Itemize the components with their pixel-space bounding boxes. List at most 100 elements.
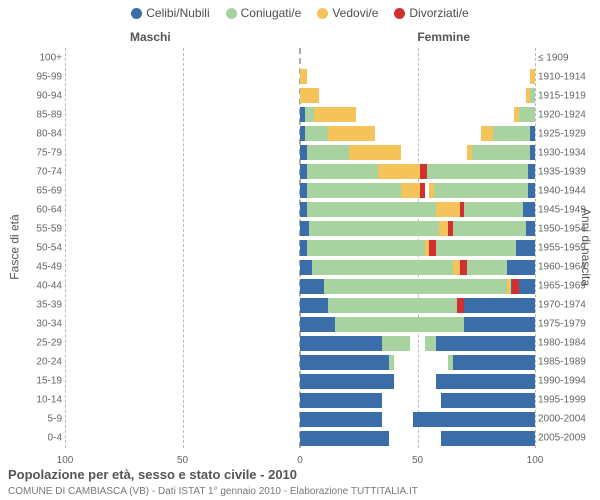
legend-swatch — [226, 8, 237, 19]
bar-segment — [389, 355, 394, 370]
bar-segment — [300, 183, 307, 198]
age-row: 85-891920-1924 — [65, 105, 535, 124]
population-pyramid-chart: Celibi/NubiliConiugati/eVedovi/eDivorzia… — [0, 0, 600, 500]
birth-label: ≤ 1909 — [538, 52, 598, 63]
birth-label: 1915-1919 — [538, 90, 598, 101]
bar-segment — [349, 145, 401, 160]
bar-segment — [453, 260, 460, 275]
bar-segment — [335, 317, 417, 332]
age-label: 25-29 — [18, 338, 62, 349]
age-row: 30-341975-1979 — [65, 315, 535, 334]
age-row: 40-441965-1969 — [65, 277, 535, 296]
birth-label: 1950-1954 — [538, 223, 598, 234]
age-row: 100+≤ 1909 — [65, 48, 535, 67]
bar-segment — [307, 183, 401, 198]
age-row: 75-791930-1934 — [65, 143, 535, 162]
age-label: 95-99 — [18, 71, 62, 82]
age-row: 65-691940-1944 — [65, 181, 535, 200]
bar-segment — [300, 317, 335, 332]
legend-item: Divorziati/e — [394, 6, 468, 20]
bar-segment — [420, 183, 425, 198]
bar-segment — [439, 221, 448, 236]
bar-segment — [309, 221, 438, 236]
age-label: 30-34 — [18, 319, 62, 330]
age-label: 75-79 — [18, 147, 62, 158]
age-row: 95-991910-1914 — [65, 67, 535, 86]
bar-segment — [300, 393, 382, 408]
bar-segment — [312, 260, 453, 275]
bar-segment — [460, 260, 467, 275]
bar-segment — [328, 298, 457, 313]
bar-segment — [300, 298, 328, 313]
bar-segment — [429, 240, 436, 255]
x-tick: 100 — [527, 455, 544, 466]
male-header: Maschi — [130, 30, 171, 44]
age-label: 70-74 — [18, 166, 62, 177]
age-label: 0-4 — [18, 433, 62, 444]
bar-segment — [307, 145, 349, 160]
age-label: 45-49 — [18, 262, 62, 273]
bar-segment — [420, 164, 427, 179]
age-row: 20-241985-1989 — [65, 353, 535, 372]
bar-segment — [307, 164, 378, 179]
bar-segment — [300, 164, 307, 179]
birth-label: 1955-1959 — [538, 242, 598, 253]
bar-segment — [401, 183, 420, 198]
birth-label: 1985-1989 — [538, 357, 598, 368]
chart-subtitle: COMUNE DI CAMBIASCA (VB) - Dati ISTAT 1°… — [8, 486, 418, 497]
age-row: 15-191990-1994 — [65, 372, 535, 391]
age-label: 35-39 — [18, 300, 62, 311]
age-row: 70-741935-1939 — [65, 162, 535, 181]
age-label: 10-14 — [18, 395, 62, 406]
age-row: 0-42005-2009 — [65, 429, 535, 448]
age-label: 15-19 — [18, 376, 62, 387]
birth-label: 1945-1949 — [538, 204, 598, 215]
birth-label: 2005-2009 — [538, 433, 598, 444]
bar-segment — [300, 431, 389, 446]
birth-label: 1930-1934 — [538, 147, 598, 158]
legend-item: Vedovi/e — [317, 6, 378, 20]
age-label: 65-69 — [18, 185, 62, 196]
birth-label: 1925-1929 — [538, 128, 598, 139]
bar-segment — [300, 240, 307, 255]
age-row: 45-491960-1964 — [65, 258, 535, 277]
legend-swatch — [317, 8, 328, 19]
bar-segment — [300, 69, 307, 84]
birth-label: 1970-1974 — [538, 300, 598, 311]
birth-label: 1920-1924 — [538, 109, 598, 120]
legend-label: Celibi/Nubili — [146, 6, 209, 20]
bar-segment — [382, 336, 410, 351]
legend-swatch — [394, 8, 405, 19]
bar-segment — [307, 240, 425, 255]
age-row: 35-391970-1974 — [65, 296, 535, 315]
female-header: Femmine — [417, 30, 470, 44]
legend-item: Celibi/Nubili — [131, 6, 209, 20]
birth-label: 1910-1914 — [538, 71, 598, 82]
age-row: 90-941915-1919 — [65, 86, 535, 105]
x-tick: 0 — [297, 455, 303, 466]
birth-label: 1940-1944 — [538, 185, 598, 196]
bar-segment — [457, 298, 464, 313]
bar-segment — [307, 202, 436, 217]
legend: Celibi/NubiliConiugati/eVedovi/eDivorzia… — [0, 6, 600, 20]
bar-segment — [436, 202, 460, 217]
bar-segment — [305, 107, 314, 122]
bar-segment — [460, 202, 465, 217]
bar-segment — [300, 374, 394, 389]
plot-area: 10050050100100+≤ 190995-991910-191490-94… — [65, 48, 535, 448]
age-label: 100+ — [18, 52, 62, 63]
age-row: 60-641945-1949 — [65, 200, 535, 219]
bar-segment — [328, 126, 375, 141]
age-label: 40-44 — [18, 281, 62, 292]
age-row: 80-841925-1929 — [65, 124, 535, 143]
bar-segment — [300, 260, 312, 275]
birth-label: 1965-1969 — [538, 281, 598, 292]
x-tick: 50 — [177, 455, 188, 466]
legend-label: Vedovi/e — [332, 6, 378, 20]
age-label: 5-9 — [18, 414, 62, 425]
age-label: 55-59 — [18, 223, 62, 234]
bar-segment — [300, 412, 382, 427]
chart-title: Popolazione per età, sesso e stato civil… — [8, 467, 297, 482]
birth-label: 1990-1994 — [538, 376, 598, 387]
bar-segment — [300, 355, 389, 370]
